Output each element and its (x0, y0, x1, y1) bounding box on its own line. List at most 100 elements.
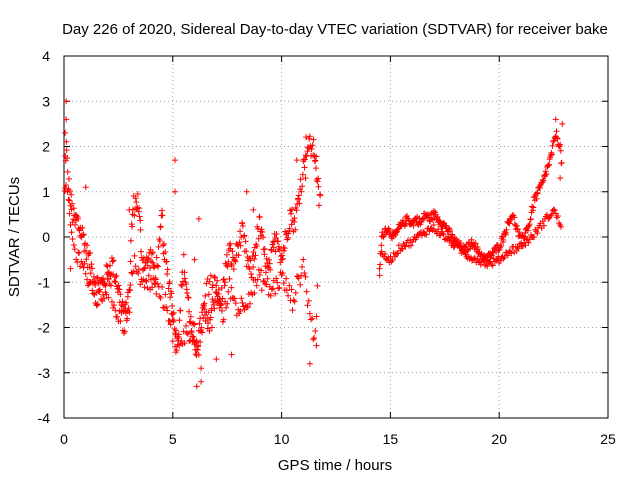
y-tick-label: -2 (38, 320, 51, 336)
data-point (232, 300, 239, 307)
data-point (315, 175, 322, 182)
x-tick-label: 10 (274, 431, 290, 447)
data-point (171, 325, 178, 332)
data-point (282, 228, 289, 235)
data-point (240, 233, 247, 240)
chart-title: Day 226 of 2020, Sidereal Day-to-day VTE… (62, 21, 608, 38)
data-point (184, 330, 191, 337)
data-point (62, 129, 69, 136)
data-point (306, 310, 313, 317)
data-point (90, 273, 97, 280)
x-tick-label: 5 (169, 431, 177, 447)
y-tick-label: 3 (42, 93, 50, 109)
data-point (246, 265, 253, 272)
data-point (521, 233, 528, 240)
data-point (281, 245, 288, 252)
data-point (519, 243, 526, 250)
data-point (313, 313, 320, 320)
data-point (293, 207, 300, 214)
data-point (292, 289, 299, 296)
data-point (272, 234, 279, 241)
data-point (313, 342, 320, 349)
data-point (392, 231, 399, 238)
data-point (157, 294, 164, 301)
data-point (437, 218, 444, 225)
data-point (101, 295, 108, 302)
data-point (259, 228, 266, 235)
data-point (70, 216, 77, 223)
data-point (223, 251, 230, 258)
data-point (299, 171, 306, 178)
data-point (157, 223, 164, 230)
data-point (269, 239, 276, 246)
data-point (267, 266, 274, 273)
data-point (64, 168, 71, 175)
data-point (291, 215, 298, 222)
data-point (474, 246, 481, 253)
data-point (172, 327, 179, 334)
data-point (226, 275, 233, 282)
data-point (309, 142, 316, 149)
data-point (82, 184, 89, 191)
data-point (297, 176, 304, 183)
data-point (210, 301, 217, 308)
data-point (295, 192, 302, 199)
data-point (307, 316, 314, 323)
data-point (87, 249, 94, 256)
data-point (554, 135, 561, 142)
data-point (298, 272, 305, 279)
data-point (62, 157, 69, 164)
data-point (122, 310, 129, 317)
data-point (164, 266, 171, 273)
data-point (141, 265, 148, 272)
data-point (264, 275, 271, 282)
data-point (540, 222, 547, 229)
data-point (303, 288, 310, 295)
data-point (515, 245, 522, 252)
data-point (199, 329, 206, 336)
data-point (125, 305, 132, 312)
data-point (129, 270, 136, 277)
data-point (552, 116, 559, 123)
data-point (312, 157, 319, 164)
data-point (262, 280, 269, 287)
data-point (274, 279, 281, 286)
data-point (447, 228, 454, 235)
data-point (79, 224, 86, 231)
data-point (205, 291, 212, 298)
data-point (276, 284, 283, 291)
data-point (279, 252, 286, 259)
data-point (171, 157, 178, 164)
data-point (260, 234, 267, 241)
data-point (305, 297, 312, 304)
data-point (269, 285, 276, 292)
data-point (160, 242, 167, 249)
data-point (252, 252, 259, 259)
data-point (272, 290, 279, 297)
data-point (83, 256, 90, 263)
data-point (543, 171, 550, 178)
data-point (89, 265, 96, 272)
data-point (237, 228, 244, 235)
data-point (69, 235, 76, 242)
data-point (286, 282, 293, 289)
data-point (163, 303, 170, 310)
data-point (376, 272, 383, 279)
data-point (239, 219, 246, 226)
data-point (222, 279, 229, 286)
data-point (524, 227, 531, 234)
data-point (404, 212, 411, 219)
y-tick-label: 2 (42, 139, 50, 155)
data-point (237, 308, 244, 315)
data-point (280, 247, 287, 254)
data-point (136, 213, 143, 220)
data-point (446, 237, 453, 244)
data-point (495, 247, 502, 254)
data-point (209, 281, 216, 288)
data-point (436, 218, 443, 225)
data-point (315, 202, 322, 209)
data-point (498, 242, 505, 249)
data-point (153, 290, 160, 297)
data-point (207, 272, 214, 279)
data-point (219, 295, 226, 302)
